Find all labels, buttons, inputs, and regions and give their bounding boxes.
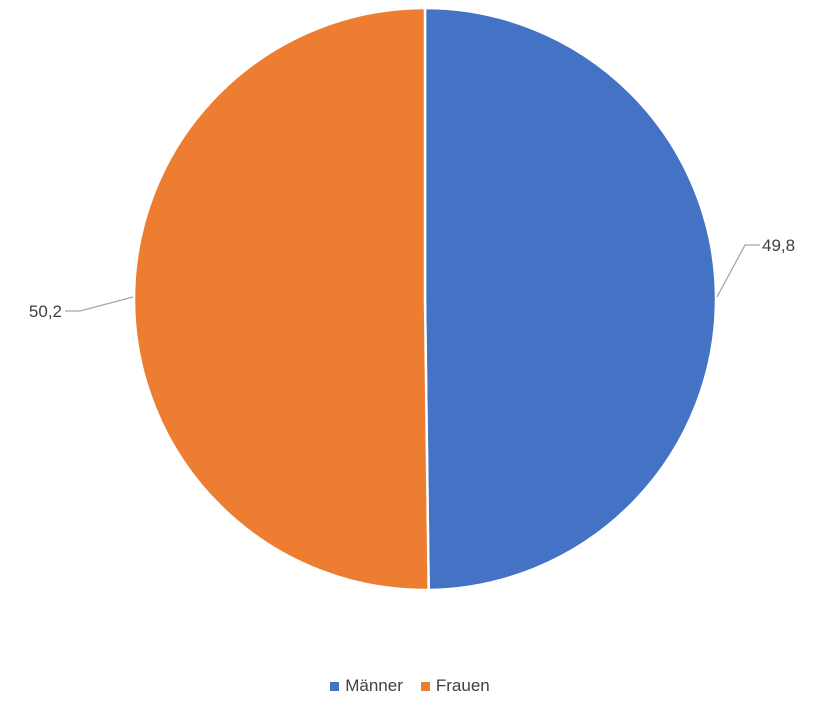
legend-item-frauen: Frauen (420, 676, 490, 696)
leader-line-0 (716, 244, 760, 298)
legend-swatch-maenner (330, 681, 340, 691)
data-label-1: 50,2 (29, 302, 62, 321)
leader-line-1 (65, 296, 134, 312)
legend-label-frauen: Frauen (435, 676, 490, 695)
legend-item-maenner: Männer (330, 676, 403, 696)
legend-label-maenner: Männer (345, 676, 403, 695)
pie-slice-1 (132, 6, 430, 592)
data-label-0: 49,8 (762, 236, 795, 255)
pie-slice-0 (423, 6, 718, 592)
legend-swatch-frauen (420, 681, 430, 691)
legend: Männer Frauen (0, 676, 820, 696)
